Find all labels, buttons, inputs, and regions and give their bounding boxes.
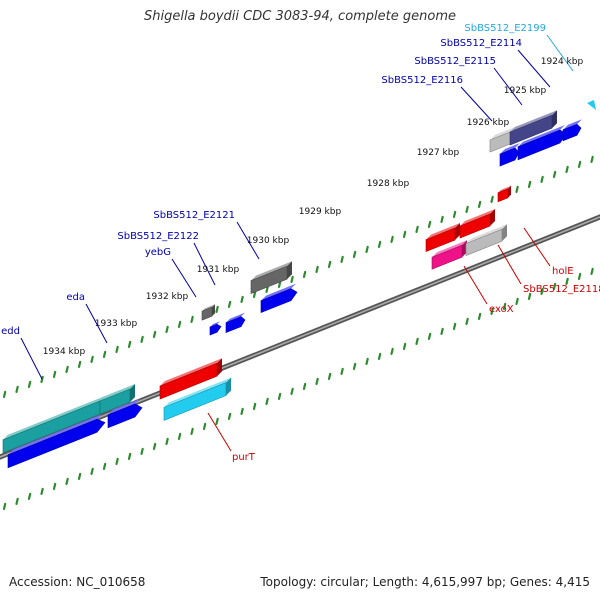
gene-block-holE[interactable] [497,185,511,203]
tick-label: 1928 kbp [367,179,410,189]
label-leader-line [207,412,232,452]
gene-label-purT[interactable]: purT [232,452,256,463]
gene-block-SbBS512_E2121[interactable] [250,261,292,295]
tick-label: 1934 kbp [43,347,86,357]
label-leader-line [236,221,260,260]
gene-label-SbBS512_E2115[interactable]: SbBS512_E2115 [414,56,496,67]
label-leader-line [493,67,523,106]
tick-label: 1932 kbp [146,292,189,302]
tick-track-upper [2,155,594,398]
label-leader-line [497,244,522,285]
gene-label-SbBS512_E2114[interactable]: SbBS512_E2114 [440,38,522,49]
gene-block-SbBS512_E2115[interactable] [509,110,557,146]
genome-summary-text: Topology: circular; Length: 4,615,997 bp… [260,575,590,589]
gene-block-yebG[interactable] [201,304,215,321]
gene-block-purT[interactable] [159,358,222,400]
gene-block-edd-strand[interactable] [7,414,106,469]
tick-label: 1924 kbp [541,57,584,67]
gene-block-exoX-strand[interactable] [431,240,467,270]
gene-block-SbBS512_E2118-strand[interactable] [465,224,507,257]
gene-block-SbBS512_E2116-strand[interactable] [499,143,520,167]
label-leader-line [523,227,551,267]
gene-label-SbBS512_E2116[interactable]: SbBS512_E2116 [381,75,463,86]
gene-label-exoX[interactable]: exoX [489,304,514,315]
map-title: Shigella boydii CDC 3083-94, complete ge… [143,9,457,24]
gene-label-eda[interactable]: eda [66,292,85,303]
gene-label-SbBS512_E2121[interactable]: SbBS512_E2121 [153,210,235,221]
label-leader-line [460,86,493,122]
gene-label-SbBS512_E2122[interactable]: SbBS512_E2122 [117,231,199,242]
label-leader-line [463,265,488,305]
tick-label: 1929 kbp [299,207,342,217]
gene-block-eda-top[interactable] [99,384,135,415]
tick-label: 1930 kbp [247,236,290,246]
label-leader-line [517,49,551,88]
gene-block-SbBS512_E2118[interactable] [459,209,495,239]
gene-block-SbBS512_E2199[interactable] [562,119,582,142]
gene-block-SbBS512_E2121-strand[interactable] [260,283,298,314]
tick-track-lower [2,267,594,510]
label-leader-line [171,258,197,298]
gene-block-eda-strand[interactable] [107,399,143,429]
arrow-right-icon [587,100,596,110]
tick-label: 1927 kbp [417,148,460,158]
tick-label: 1925 kbp [504,86,547,96]
tick-label: 1931 kbp [197,265,240,275]
gene-block-yebG-strand[interactable] [209,321,222,336]
gene-label-holE[interactable]: holE [552,266,574,277]
gene-label-yebG[interactable]: yebG [145,247,171,258]
accession-text: Accession: NC_010658 [9,575,146,589]
label-leader-line [546,34,574,72]
tick-label: 1933 kbp [95,319,138,329]
label-leader-line [85,303,108,344]
label-leader-line [20,337,43,380]
gene-label-SbBS512_E2199[interactable]: SbBS512_E2199 [464,23,546,34]
gene-block-purT-cyan[interactable] [163,377,231,421]
gene-block-SbBS512_E2122[interactable] [225,312,246,334]
gene-block-exoX[interactable] [425,223,460,253]
label-leader-line [193,242,216,286]
gene-label-edd[interactable]: edd [1,326,20,337]
tick-label: 1926 kbp [467,118,510,128]
gene-label-SbBS512_E2118[interactable]: SbBS512_E2118 [523,284,600,295]
